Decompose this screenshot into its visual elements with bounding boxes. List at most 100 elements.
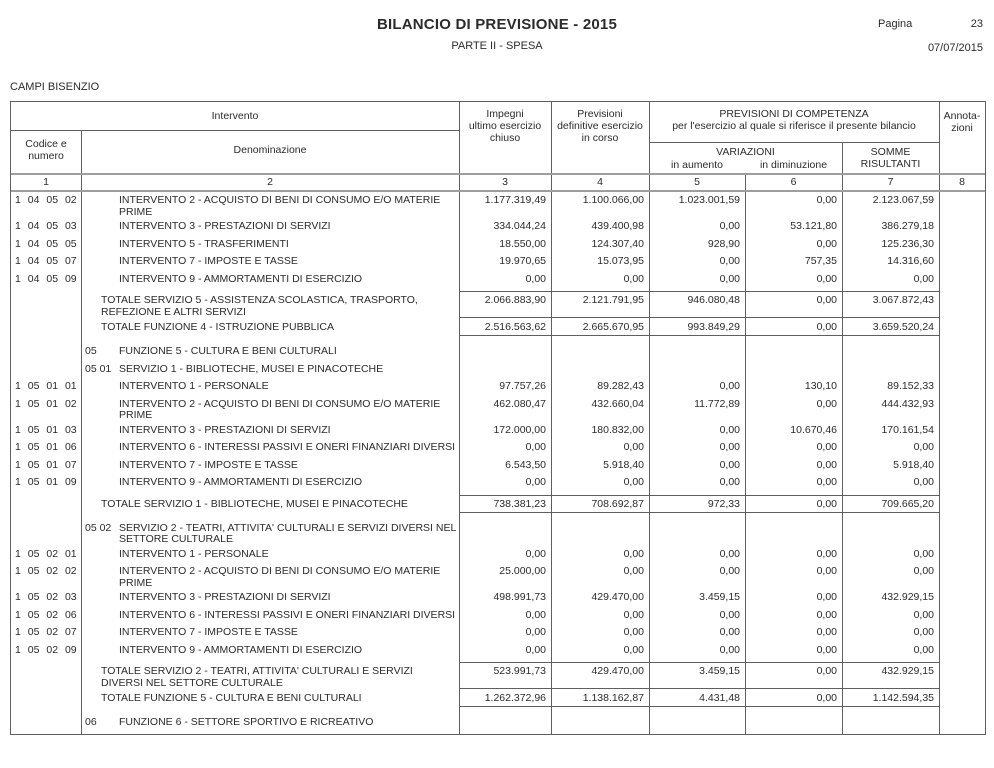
row-label: INTERVENTO 9 - AMMORTAMENTI DI ESERCIZIO bbox=[119, 643, 363, 656]
column-divider bbox=[81, 130, 82, 734]
item-row: 1 05 01 03 INTERVENTO 3 - PRESTAZIONI DI … bbox=[11, 422, 985, 440]
value-impegni: 18.550,00 bbox=[499, 237, 546, 250]
column-divider bbox=[745, 175, 746, 734]
section-code: 05 bbox=[85, 345, 97, 357]
row-label: INTERVENTO 9 - AMMORTAMENTI DI ESERCIZIO bbox=[119, 272, 363, 285]
value-impegni: 0,00 bbox=[525, 626, 546, 638]
header-in-aumento: in aumento bbox=[671, 159, 723, 171]
item-row: 1 05 01 06 INTERVENTO 6 - INTERESSI PASSI… bbox=[11, 439, 985, 457]
row-label: TOTALE SERVIZIO 2 - TEATRI, ATTIVITA' CU… bbox=[101, 665, 413, 689]
header-annotazioni: Annota- zioni bbox=[943, 110, 981, 134]
value-previsioni: 2.121.791,95 bbox=[582, 294, 644, 306]
value-in-aumento: 0,00 bbox=[719, 565, 740, 577]
header-somme-risultanti: SOMME RISULTANTI bbox=[860, 146, 921, 170]
value-in-diminuzione: 0,00 bbox=[816, 547, 837, 560]
value-impegni: 172.000,00 bbox=[493, 423, 546, 436]
denomination-cell: 05 FUNZIONE 5 - CULTURA E BENI CULTURALI bbox=[81, 345, 459, 358]
item-row: 1 05 02 03 INTERVENTO 3 - PRESTAZIONI DI … bbox=[11, 589, 985, 607]
value-previsioni: 429.470,00 bbox=[591, 665, 644, 677]
row-label: INTERVENTO 6 - INTERESSI PASSIVI E ONERI… bbox=[119, 441, 456, 453]
row-label: FUNZIONE 6 - SETTORE SPORTIVO E RICREATI… bbox=[119, 716, 374, 728]
header-impegni: Impegni ultimo esercizio chiuso bbox=[468, 108, 542, 144]
header-divider bbox=[11, 130, 459, 131]
row-label: INTERVENTO 9 - AMMORTAMENTI DI ESERCIZIO bbox=[119, 476, 363, 488]
column-number: 4 bbox=[597, 176, 603, 188]
value-impegni: 1.177.319,49 bbox=[484, 194, 546, 206]
row-label: INTERVENTO 2 - ACQUISTO DI BENI DI CONSU… bbox=[119, 397, 441, 421]
value-impegni: 25.000,00 bbox=[499, 565, 546, 577]
section-code: 05 01 bbox=[85, 362, 112, 375]
value-impegni: 0,00 bbox=[525, 272, 546, 285]
code-cell: 1 05 02 03 bbox=[15, 591, 77, 603]
document-date: 07/07/2015 bbox=[927, 42, 983, 54]
row-label: INTERVENTO 1 - PERSONALE bbox=[119, 547, 269, 560]
value-somme-risultanti: 444.432,93 bbox=[881, 397, 934, 410]
value-somme-risultanti: 0,00 bbox=[913, 626, 934, 638]
value-previsioni: 0,00 bbox=[623, 565, 644, 577]
denomination-cell: 06 FUNZIONE 6 - SETTORE SPORTIVO E RICREA… bbox=[81, 716, 459, 729]
value-previsioni: 1.100.066,00 bbox=[582, 194, 644, 206]
value-impegni: 523.991,73 bbox=[493, 665, 546, 677]
row-label: INTERVENTO 3 - PRESTAZIONI DI SERVIZI bbox=[119, 423, 331, 436]
value-in-diminuzione: 0,00 bbox=[816, 397, 837, 410]
value-somme-risultanti: 0,00 bbox=[913, 608, 934, 621]
strip-rule-bottom bbox=[11, 190, 985, 192]
total-row: TOTALE FUNZIONE 5 - CULTURA E BENI CULTU… bbox=[11, 689, 985, 707]
value-in-aumento: 0,00 bbox=[719, 272, 740, 285]
section-row: 05 01 SERVIZIO 1 - BIBLIOTECHE, MUSEI E P… bbox=[11, 361, 985, 379]
value-impegni: 462.080,47 bbox=[493, 397, 546, 410]
document-title: BILANCIO DI PREVISIONE - 2015 bbox=[376, 16, 618, 33]
column-number: 2 bbox=[267, 176, 273, 188]
item-row: 1 05 02 07 INTERVENTO 7 - IMPOSTE E TASSE… bbox=[11, 624, 985, 642]
header-variazioni: VARIAZIONI bbox=[716, 146, 775, 158]
denomination-cell: INTERVENTO 3 - PRESTAZIONI DI SERVIZI bbox=[81, 423, 459, 437]
value-in-diminuzione: 0,00 bbox=[816, 591, 837, 603]
column-divider bbox=[939, 102, 940, 734]
header-denominazione: Denominazione bbox=[233, 144, 307, 156]
document-subtitle: PARTE II - SPESA bbox=[451, 40, 543, 52]
item-row: 1 05 01 09 INTERVENTO 9 - AMMORTAMENTI DI… bbox=[11, 474, 985, 492]
row-label: SERVIZIO 2 - TEATRI, ATTIVITA' CULTURALI… bbox=[119, 521, 457, 545]
value-previsioni: 1.138.162,87 bbox=[582, 692, 644, 704]
item-row: 1 05 02 01 INTERVENTO 1 - PERSONALE 0,00 0,… bbox=[11, 546, 985, 564]
item-row: 1 05 01 01 INTERVENTO 1 - PERSONALE 97.757… bbox=[11, 378, 985, 396]
denomination-cell: INTERVENTO 7 - IMPOSTE E TASSE bbox=[81, 255, 459, 268]
value-in-aumento: 0,00 bbox=[719, 458, 740, 471]
denomination-cell: TOTALE SERVIZIO 2 - TEATRI, ATTIVITA' CU… bbox=[81, 665, 459, 689]
item-row: 1 04 05 02 INTERVENTO 2 - ACQUISTO DI BEN… bbox=[11, 192, 985, 218]
value-in-diminuzione: 0,00 bbox=[816, 643, 837, 656]
row-label: INTERVENTO 3 - PRESTAZIONI DI SERVIZI bbox=[119, 220, 331, 232]
row-label: INTERVENTO 6 - INTERESSI PASSIVI E ONERI… bbox=[119, 608, 456, 621]
value-in-aumento: 4.431,48 bbox=[699, 692, 740, 704]
column-number: 6 bbox=[790, 176, 797, 188]
value-previsioni: 0,00 bbox=[623, 272, 644, 285]
code-cell: 1 04 05 09 bbox=[15, 272, 77, 285]
value-impegni: 0,00 bbox=[525, 547, 546, 560]
code-cell: 1 05 01 02 bbox=[15, 397, 77, 410]
value-in-aumento: 0,00 bbox=[719, 608, 740, 621]
value-somme-risultanti: 0,00 bbox=[913, 441, 934, 453]
value-in-diminuzione: 0,00 bbox=[816, 608, 837, 621]
value-impegni: 19.970,65 bbox=[499, 255, 546, 267]
value-impegni: 0,00 bbox=[525, 441, 546, 453]
value-impegni: 97.757,26 bbox=[499, 380, 546, 392]
denomination-cell: TOTALE FUNZIONE 4 - ISTRUZIONE PUBBLICA bbox=[81, 321, 459, 334]
denomination-cell: TOTALE SERVIZIO 5 - ASSISTENZA SCOLASTIC… bbox=[81, 294, 459, 318]
code-cell: 1 04 05 05 bbox=[15, 237, 77, 250]
value-impegni: 0,00 bbox=[525, 476, 546, 488]
table-body: 1 04 05 02 INTERVENTO 2 - ACQUISTO DI BEN… bbox=[11, 192, 985, 732]
item-row: 1 05 01 02 INTERVENTO 2 - ACQUISTO DI BEN… bbox=[11, 396, 985, 422]
denomination-cell: INTERVENTO 3 - PRESTAZIONI DI SERVIZI bbox=[81, 591, 459, 604]
row-label: INTERVENTO 3 - PRESTAZIONI DI SERVIZI bbox=[119, 591, 331, 603]
page-label: Pagina bbox=[878, 18, 913, 30]
value-somme-risultanti: 0,00 bbox=[913, 643, 934, 656]
row-label: INTERVENTO 1 - PERSONALE bbox=[119, 380, 269, 392]
denomination-cell: INTERVENTO 1 - PERSONALE bbox=[81, 547, 459, 561]
value-in-aumento: 0,00 bbox=[719, 626, 740, 638]
value-in-aumento: 0,00 bbox=[719, 476, 740, 488]
value-somme-risultanti: 89.152,33 bbox=[887, 380, 934, 392]
row-label: FUNZIONE 5 - CULTURA E BENI CULTURALI bbox=[119, 345, 337, 357]
value-somme-risultanti: 2.123.067,59 bbox=[872, 194, 934, 206]
value-in-diminuzione: 10.670,46 bbox=[790, 423, 837, 436]
header-codice-numero: Codice e numero bbox=[25, 138, 67, 162]
